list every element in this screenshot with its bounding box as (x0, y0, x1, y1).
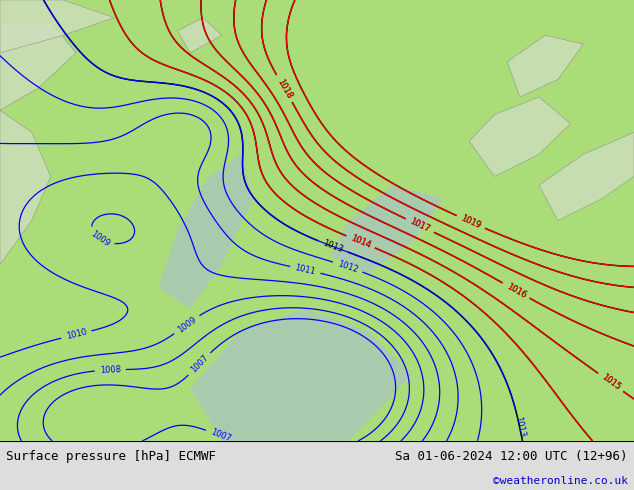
Text: 1016: 1016 (505, 281, 527, 300)
Text: 1013: 1013 (513, 415, 526, 438)
Text: 1018: 1018 (275, 77, 294, 100)
Text: 1007: 1007 (189, 353, 210, 375)
Text: 1013: 1013 (321, 239, 344, 254)
Text: 1007: 1007 (209, 428, 232, 444)
Text: Sa 01-06-2024 12:00 UTC (12+96): Sa 01-06-2024 12:00 UTC (12+96) (395, 450, 628, 463)
Text: 1019: 1019 (459, 214, 482, 230)
Text: 1014: 1014 (349, 234, 372, 250)
Text: 1019: 1019 (459, 214, 482, 230)
Text: 1018: 1018 (275, 77, 294, 100)
Text: 1009: 1009 (89, 229, 111, 248)
Text: 1015: 1015 (600, 372, 622, 392)
Text: 1017: 1017 (408, 217, 431, 234)
Text: 1015: 1015 (600, 372, 622, 392)
Text: 1010: 1010 (65, 328, 87, 342)
Text: 1016: 1016 (505, 281, 527, 300)
Text: 1009: 1009 (176, 315, 198, 334)
Text: 1011: 1011 (294, 263, 316, 276)
Text: 1014: 1014 (349, 234, 372, 250)
Text: Surface pressure [hPa] ECMWF: Surface pressure [hPa] ECMWF (6, 450, 216, 463)
Text: 1008: 1008 (100, 365, 121, 375)
Text: 1017: 1017 (408, 217, 431, 234)
Text: 1012: 1012 (337, 259, 359, 274)
Text: ©weatheronline.co.uk: ©weatheronline.co.uk (493, 476, 628, 486)
